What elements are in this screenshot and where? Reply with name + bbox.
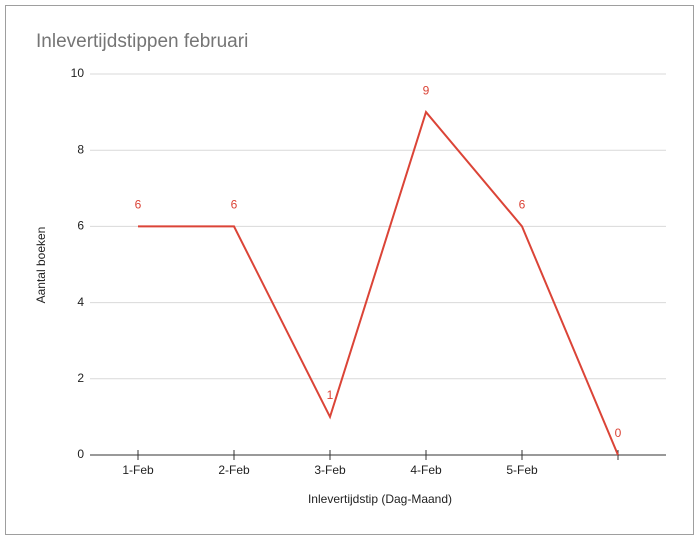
x-tick-label: 2-Feb bbox=[218, 463, 250, 477]
y-tick-label: 2 bbox=[77, 371, 84, 385]
y-tick-label: 10 bbox=[71, 66, 85, 80]
y-tick-label: 6 bbox=[77, 219, 84, 233]
x-tick-label: 5-Feb bbox=[506, 463, 538, 477]
x-tick-label: 3-Feb bbox=[314, 463, 346, 477]
data-label: 1 bbox=[327, 388, 334, 402]
data-label: 6 bbox=[231, 198, 238, 212]
data-label: 0 bbox=[615, 426, 622, 440]
x-tick-label: 1-Feb bbox=[122, 463, 154, 477]
y-tick-label: 8 bbox=[77, 142, 84, 156]
x-axis-label: Inlevertijdstip (Dag-Maand) bbox=[308, 492, 452, 506]
chart-title: Inlevertijdstippen februari bbox=[36, 31, 248, 52]
data-label: 6 bbox=[519, 198, 526, 212]
y-tick-label: 0 bbox=[77, 447, 84, 461]
y-tick-label: 4 bbox=[77, 295, 84, 309]
chart-frame bbox=[5, 5, 694, 535]
data-line bbox=[138, 110, 619, 456]
x-tick-label: 4-Feb bbox=[410, 463, 442, 477]
y-axis-label: Aantal boeken bbox=[34, 227, 48, 304]
data-label: 6 bbox=[135, 198, 142, 212]
data-label: 9 bbox=[423, 83, 430, 97]
